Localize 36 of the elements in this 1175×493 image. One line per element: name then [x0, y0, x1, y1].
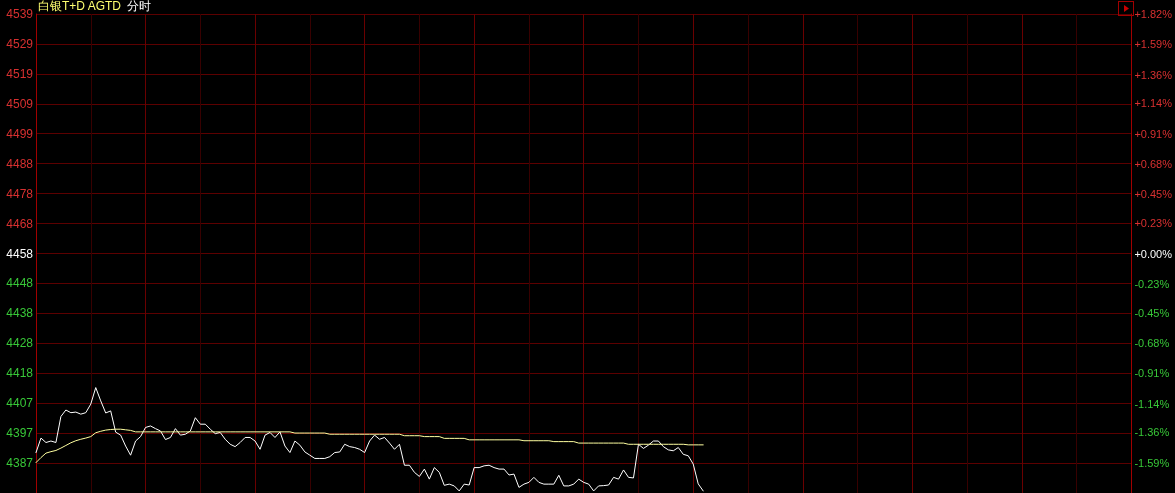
y-tick-label: 4387: [6, 456, 34, 471]
y-tick-label: 4448: [6, 276, 34, 291]
line-series: [35, 428, 704, 464]
y-tick-label: 4539: [6, 7, 34, 21]
y-tick-label: 4529: [6, 36, 34, 51]
y2-tick-label: -1.59%: [1134, 456, 1170, 469]
y2-tick-label: -0.45%: [1134, 306, 1170, 319]
y2-tick-label: -0.91%: [1134, 367, 1170, 380]
y2-tick-label: +0.23%: [1134, 217, 1173, 230]
y2-tick-label: -1.36%: [1134, 426, 1170, 439]
chart-title: 白银T+D AGTD: [38, 0, 122, 13]
chart-subtitle: 分时: [126, 0, 151, 13]
y-tick-label: 4509: [6, 96, 34, 111]
y-tick-label: 4519: [6, 66, 34, 81]
y-tick-label: 4478: [6, 186, 34, 201]
y-tick-label: 4468: [6, 216, 34, 231]
y2-tick-label: +0.68%: [1134, 158, 1173, 171]
y-tick-label: 4407: [6, 396, 34, 411]
y-tick-label: 4397: [6, 426, 34, 441]
y2-tick-label: +0.45%: [1134, 188, 1173, 201]
y2-tick-label: -0.23%: [1134, 277, 1170, 290]
y2-tick-label: -1.14%: [1134, 397, 1170, 410]
y-tick-label: 4438: [6, 306, 34, 321]
y-tick-label: 4499: [6, 126, 34, 141]
line-series: [35, 387, 704, 492]
y2-tick-label: +0.00%: [1134, 247, 1173, 260]
y2-tick-label: +1.59%: [1134, 38, 1173, 51]
y2-tick-label: +1.36%: [1134, 68, 1173, 81]
y2-tick-label: -0.68%: [1134, 336, 1170, 349]
y2-tick-label: +1.82%: [1134, 8, 1173, 20]
y-tick-label: 4458: [6, 246, 34, 261]
y2-tick-label: +0.91%: [1134, 127, 1173, 140]
y-tick-label: 4428: [6, 336, 34, 351]
y2-tick-label: +1.14%: [1134, 97, 1173, 110]
y-tick-label: 4488: [6, 156, 34, 171]
y-tick-label: 4418: [6, 365, 34, 380]
